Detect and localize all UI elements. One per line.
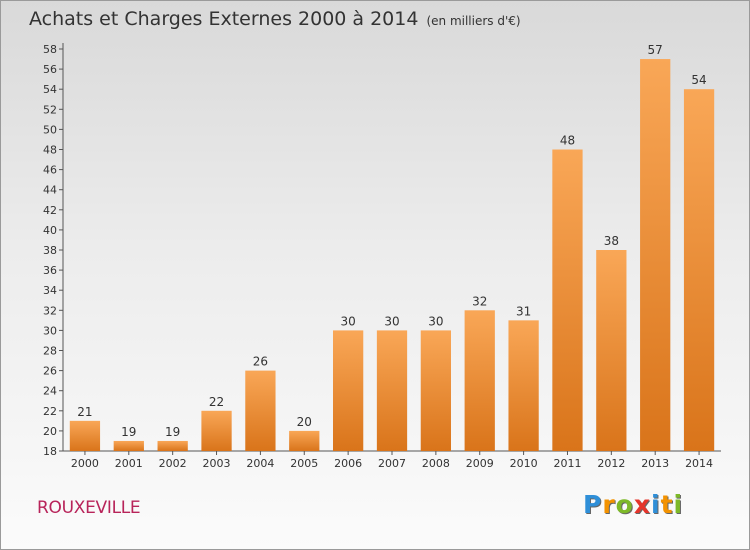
x-tick-label: 2008	[422, 457, 450, 470]
bar-value-label: 30	[384, 314, 399, 328]
x-tick-label: 2007	[378, 457, 406, 470]
y-tick-label: 32	[43, 304, 57, 317]
bar-2014	[683, 89, 715, 451]
bar-value-label: 57	[648, 43, 663, 57]
y-tick-label: 58	[43, 43, 57, 56]
bar-2002	[157, 440, 188, 451]
x-tick-label: 2011	[553, 457, 581, 470]
y-tick-label: 56	[43, 63, 57, 76]
logo-letter: P	[583, 490, 603, 519]
logo-letter: i	[651, 490, 661, 519]
y-tick-label: 28	[43, 345, 57, 358]
y-tick-label: 24	[43, 385, 57, 398]
bar-2007	[376, 330, 408, 451]
y-tick-label: 50	[43, 123, 57, 136]
y-tick-label: 52	[43, 103, 57, 116]
x-tick-label: 2010	[510, 457, 538, 470]
y-tick-label: 48	[43, 144, 57, 157]
bar-2005	[289, 430, 320, 451]
bar-value-label: 26	[253, 355, 268, 369]
bar-2013	[640, 59, 671, 452]
logo-letter: o	[615, 490, 634, 519]
logo-letter: t	[660, 490, 674, 519]
bar-2004	[245, 370, 276, 451]
bar-value-label: 32	[472, 294, 487, 308]
y-tick-label: 44	[43, 184, 57, 197]
y-tick-label: 38	[43, 244, 57, 257]
bar-2003	[201, 410, 232, 451]
y-tick-label: 54	[43, 83, 57, 96]
y-tick-label: 20	[43, 425, 57, 438]
x-axis: 2000 2001 2002 2003 2004 2005 2006 2007 2008 2009…	[63, 450, 721, 470]
x-tick-label: 2009	[466, 457, 494, 470]
bar-2009	[464, 310, 495, 451]
chart-subtitle: (en milliers d'€)	[426, 14, 521, 28]
y-tick-label: 34	[43, 284, 57, 297]
y-tick-label: 18	[43, 445, 57, 458]
bar-2001	[113, 440, 144, 451]
x-tick-label: 2014	[685, 457, 713, 470]
bar-value-label: 21	[77, 405, 92, 419]
bar-value-label: 31	[516, 304, 531, 318]
bar-value-label: 48	[560, 134, 575, 148]
bar-value-label: 30	[340, 314, 355, 328]
y-tick-label: 26	[43, 365, 57, 378]
bar-value-label: 54	[691, 73, 706, 87]
proxiti-logo: Proxiti	[583, 490, 683, 519]
y-tick-label: 42	[43, 204, 57, 217]
bars: 21 19 19 22 26 20 30 30 30 32 31 48 38 57 54	[69, 43, 715, 452]
x-tick-label: 2005	[290, 457, 318, 470]
bar-2006	[332, 330, 364, 451]
x-tick-label: 2000	[71, 457, 99, 470]
chart-title: Achats et Charges Externes 2000 à 2014 (e…	[29, 8, 521, 30]
x-tick-label: 2001	[115, 457, 143, 470]
bar-value-label: 30	[428, 314, 443, 328]
logo-letter: r	[602, 490, 616, 519]
y-tick-label: 30	[43, 324, 57, 337]
logo-letter: x	[633, 490, 651, 519]
chart-title-text: Achats et Charges Externes 2000 à 2014	[29, 8, 419, 30]
y-tick-label: 22	[43, 405, 57, 418]
bar-2000	[69, 420, 101, 451]
y-tick-label: 40	[43, 224, 57, 237]
bar-2010	[508, 320, 539, 451]
x-tick-label: 2012	[597, 457, 625, 470]
bar-2011	[552, 149, 583, 451]
x-tick-label: 2013	[641, 457, 669, 470]
x-tick-label: 2006	[334, 457, 362, 470]
logo-letter: i	[673, 490, 684, 519]
bar-value-label: 22	[209, 395, 224, 409]
y-axis: 18 20 22 24 26 28 30 32 34 36 38 40 42 44 46 48 50 52 54 56…	[43, 43, 64, 458]
bar-2012	[596, 250, 627, 451]
x-tick-label: 2003	[203, 457, 231, 470]
x-tick-label: 2002	[159, 457, 187, 470]
bar-value-label: 19	[121, 425, 136, 439]
commune-name: ROUXEVILLE	[37, 498, 141, 518]
bar-value-label: 38	[604, 234, 619, 248]
bar-value-label: 19	[165, 425, 180, 439]
bar-2008	[420, 330, 452, 451]
bar-value-label: 20	[297, 415, 312, 429]
y-tick-label: 46	[43, 164, 57, 177]
x-tick-label: 2004	[246, 457, 274, 470]
y-tick-label: 36	[43, 264, 57, 277]
